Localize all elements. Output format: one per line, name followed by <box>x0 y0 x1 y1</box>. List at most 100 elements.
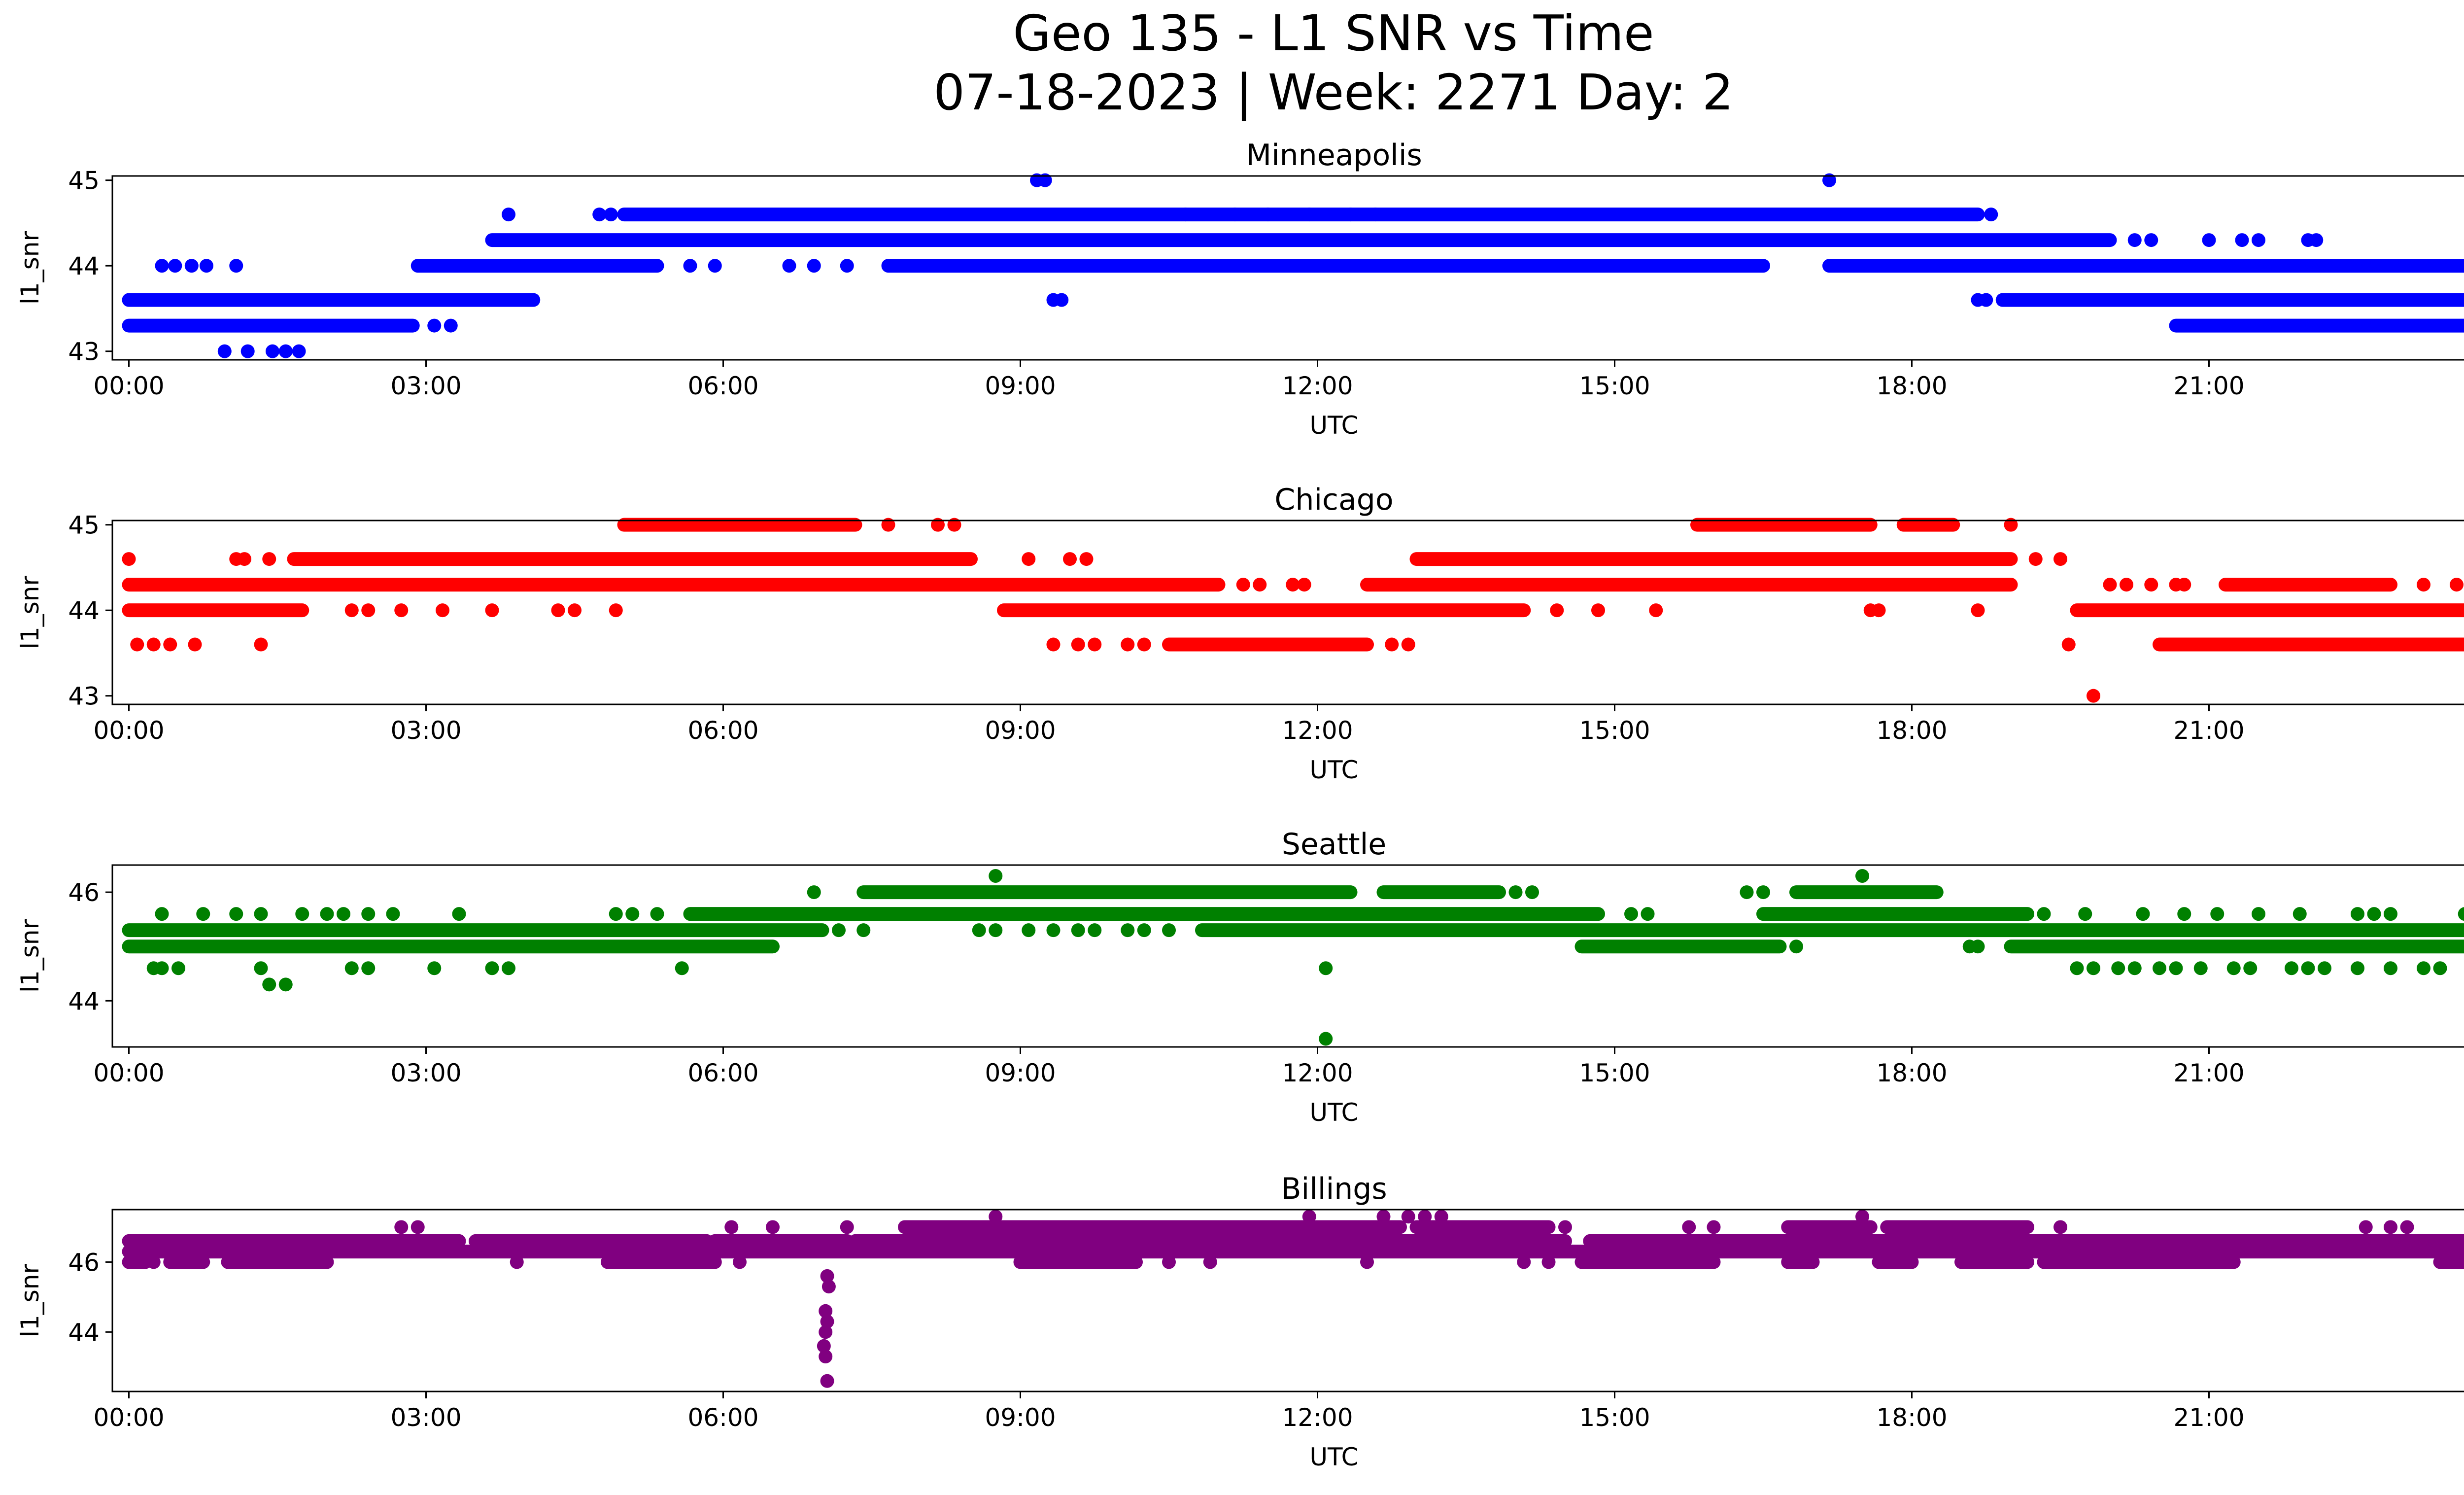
data-point-4-1 <box>856 923 871 938</box>
data-point-5-13 <box>1624 907 1638 921</box>
point-run-3-2 <box>1822 259 2464 273</box>
data-point-11-4 <box>840 1220 854 1234</box>
point-run-3-1 <box>1360 578 2018 592</box>
point-run-3-0 <box>122 939 780 954</box>
point-run-5-1 <box>1690 518 1878 532</box>
data-point-2-8 <box>1550 603 1564 618</box>
point-run-10-1 <box>469 1234 714 1248</box>
data-points-2 <box>122 869 2464 1046</box>
data-point-2-23 <box>2351 961 2364 975</box>
point-run-3-1 <box>1574 939 1787 954</box>
x-tick-label: 00:00 <box>93 716 164 745</box>
data-point-3-0 <box>819 1325 833 1339</box>
point-run-10-3 <box>848 1234 1572 1248</box>
data-point-11-1 <box>411 1220 425 1234</box>
subplot-chicago: 00:00 03:00 06:00 09:00 12:00 15:00 18:00 21:00… <box>16 483 2464 784</box>
x-tick-label: 00:00 <box>93 372 164 400</box>
point-run-10-4 <box>1583 1234 2464 1248</box>
y-tick-label: 43 <box>68 682 100 711</box>
data-point-11-8 <box>2053 1220 2067 1234</box>
data-point-6-0 <box>807 885 821 900</box>
data-point-3-2 <box>1286 578 1300 592</box>
subplot-title: Chicago <box>1274 483 1393 517</box>
y-axis-label: l1_snr <box>16 919 44 993</box>
data-point-5-23 <box>2367 907 2381 921</box>
data-point-2-11 <box>2070 961 2084 975</box>
data-point-5-9 <box>452 907 466 921</box>
data-point-2-19 <box>2243 961 2258 975</box>
data-point-4-2 <box>2202 233 2216 247</box>
axes-frame <box>111 864 2464 1048</box>
data-point-2-10 <box>1319 961 1333 975</box>
data-point-2-10 <box>1649 603 1663 618</box>
y-tick-label: 45 <box>68 511 100 540</box>
point-run-3-2 <box>2219 578 2397 592</box>
point-run-2-0 <box>122 603 309 618</box>
data-point-6-1 <box>1508 885 1523 900</box>
point-run-10-0 <box>122 1234 466 1248</box>
data-point-5-3 <box>1178 208 1193 222</box>
data-point-12-6 <box>1855 1210 1869 1224</box>
point-run-2-1 <box>997 603 1531 618</box>
data-point-1-12 <box>2061 637 2076 652</box>
data-point-2-13 <box>1971 603 1985 618</box>
data-point-4-8 <box>2053 552 2067 566</box>
data-point-11-0 <box>394 1220 409 1234</box>
data-point-2-13 <box>2111 961 2125 975</box>
data-point-5-8 <box>1368 208 1382 222</box>
data-point-12-3 <box>1401 1210 1415 1224</box>
y-tick-label: 46 <box>68 1248 100 1277</box>
data-point-12-5 <box>1434 1210 1448 1224</box>
data-point-2-0 <box>817 1339 831 1353</box>
point-run-10-2 <box>708 1234 854 1248</box>
data-point-4-7 <box>1088 923 1102 938</box>
point-run-2-0 <box>122 293 541 307</box>
data-point-5-15 <box>2037 907 2051 921</box>
data-point-6-2 <box>1525 885 1539 900</box>
point-run-3-1 <box>881 259 1770 273</box>
data-point-6-3 <box>1740 885 1754 900</box>
data-point-5-1 <box>196 907 210 921</box>
figure-title-line2: 07-18-2023 | Week: 2271 Day: 2 <box>933 64 1733 121</box>
subplot-title: Seattle <box>1282 827 1386 862</box>
data-point-4-2 <box>972 923 986 938</box>
x-tick-label: 21:00 <box>2173 716 2244 745</box>
data-point-11-5 <box>1558 1220 1572 1234</box>
data-point-5-2 <box>229 907 243 921</box>
data-point-8-7 <box>1541 1255 1556 1269</box>
point-run-8-5 <box>1574 1255 1721 1269</box>
data-point-5-21 <box>2293 907 2307 921</box>
point-run-2-1 <box>1995 293 2464 307</box>
data-point-1-1 <box>146 637 161 652</box>
data-point-5-3 <box>254 907 268 921</box>
x-tick-label: 21:00 <box>2173 1403 2244 1432</box>
point-run-4-1 <box>1409 552 2018 566</box>
data-point-1-7 <box>1088 637 1102 652</box>
data-point-4-0 <box>122 552 136 566</box>
data-point-3-3 <box>199 259 213 273</box>
point-run-2-2 <box>2070 603 2464 618</box>
data-point-3-4 <box>229 259 243 273</box>
y-axis-label: l1_snr <box>16 1264 44 1337</box>
data-point-11-10 <box>2384 1220 2397 1234</box>
x-axis-label: UTC <box>1309 1098 1358 1127</box>
data-point-1-0 <box>130 637 144 652</box>
data-point-5-25 <box>2458 907 2464 921</box>
data-point-5-9 <box>1984 208 1998 222</box>
data-point-1-0 <box>819 1350 833 1364</box>
x-tick-label: 03:00 <box>390 716 461 745</box>
data-point-1-2 <box>163 637 177 652</box>
data-point-7-0 <box>989 869 1003 883</box>
point-run-6-0 <box>856 885 1358 900</box>
point-run-4-0 <box>287 552 978 566</box>
data-point-6-1 <box>1038 173 1052 187</box>
data-point-11-2 <box>724 1220 739 1234</box>
data-point-2-8 <box>502 961 515 975</box>
data-point-0-0 <box>217 344 232 358</box>
x-axis-label: UTC <box>1309 756 1358 784</box>
point-run-4-0 <box>485 233 2117 247</box>
data-point-11-11 <box>2400 1220 2414 1234</box>
x-tick-label: 06:00 <box>687 1059 758 1087</box>
